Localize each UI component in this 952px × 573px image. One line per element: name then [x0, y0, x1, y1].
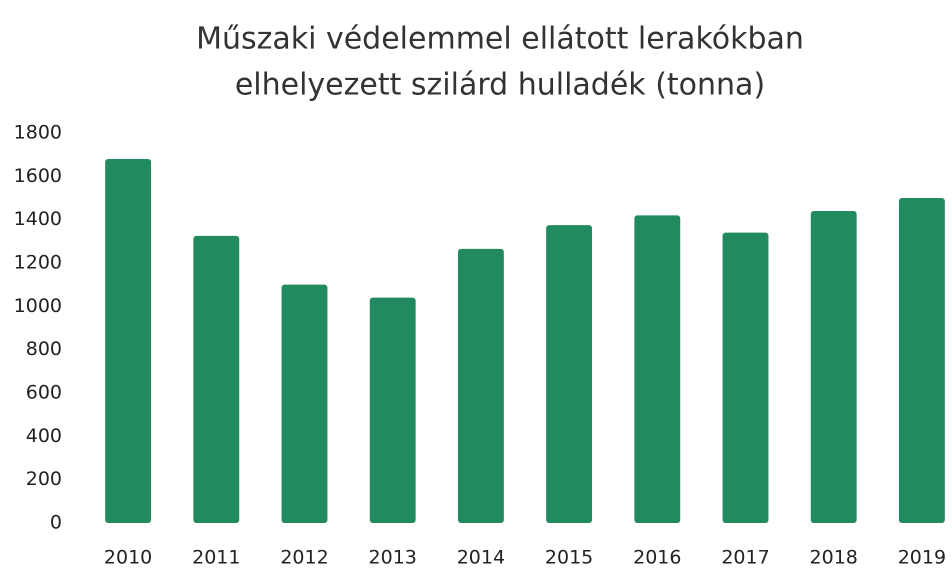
x-tick-label: 2012 — [280, 547, 328, 569]
chart-title: Műszaki védelemmel ellátott lerakókban — [196, 22, 804, 57]
bar — [546, 225, 593, 524]
bar — [457, 248, 504, 523]
x-tick-label: 2017 — [721, 547, 769, 569]
x-tick-label: 2013 — [369, 547, 417, 569]
y-tick-label: 1800 — [14, 122, 62, 144]
y-tick-label: 200 — [26, 468, 62, 490]
chart-title: elhelyezett szilárd hulladék (tonna) — [235, 68, 765, 103]
bar — [369, 297, 416, 523]
bar — [105, 159, 152, 523]
x-tick-label: 2014 — [457, 547, 505, 569]
bar — [810, 211, 857, 523]
y-tick-label: 0 — [50, 512, 62, 534]
x-tick-label: 2011 — [192, 547, 240, 569]
y-tick-label: 1000 — [14, 295, 62, 317]
y-tick-label: 1200 — [14, 252, 62, 274]
y-tick-label: 1400 — [14, 208, 62, 230]
bar — [634, 215, 681, 524]
x-tick-label: 2010 — [104, 547, 152, 569]
y-tick-label: 1600 — [14, 165, 62, 187]
y-tick-label: 600 — [26, 382, 62, 404]
x-tick-label: 2019 — [898, 547, 946, 569]
bar — [898, 198, 945, 523]
x-tick-label: 2015 — [545, 547, 593, 569]
y-tick-label: 400 — [26, 425, 62, 447]
bar — [193, 235, 240, 523]
bar — [722, 232, 769, 523]
x-tick-label: 2018 — [810, 547, 858, 569]
y-tick-label: 800 — [26, 338, 62, 360]
x-tick-label: 2016 — [633, 547, 681, 569]
bar — [281, 284, 328, 523]
